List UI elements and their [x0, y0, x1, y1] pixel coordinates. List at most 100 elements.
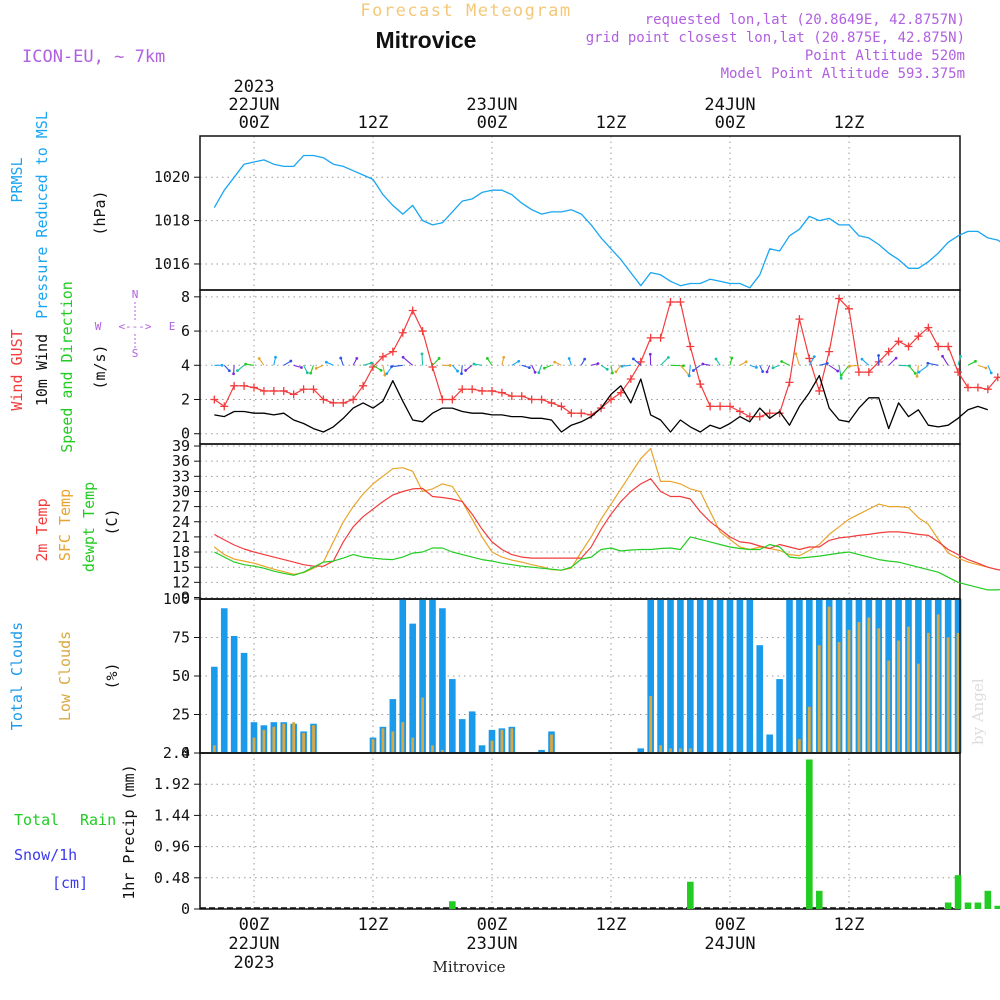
wind-unit: (m/s) [91, 344, 109, 389]
low-cloud-bar [837, 642, 841, 753]
wind-vector-head [274, 355, 277, 359]
wind-vector-head [648, 352, 652, 356]
wind-vector-head [894, 356, 898, 360]
total-cloud-bar [449, 679, 456, 753]
y-tick-label: 33 [172, 467, 190, 485]
wind-vector-head [244, 362, 248, 366]
wind10m-legend: 10m Wind [33, 334, 51, 406]
low-cloud-bar [669, 748, 672, 753]
gust-marker [924, 323, 933, 332]
precip-bar [994, 905, 1000, 909]
compass-arrows: <---> [118, 320, 151, 333]
gust-marker [240, 381, 249, 390]
total-cloud-bar [419, 599, 426, 753]
top-hour-label: 00Z [715, 113, 746, 133]
model-label: ICON-EU, ~ 7km [22, 47, 165, 67]
low-cloud-bar [262, 729, 266, 753]
low-clouds-legend: Low Clouds [56, 631, 74, 721]
gust-marker [250, 383, 258, 392]
gust-marker [438, 395, 447, 404]
temp2m-legend: 2m Temp [33, 498, 51, 561]
total-cloud-bar [240, 652, 248, 753]
y-tick-label: 4 [181, 356, 190, 374]
gust-marker [745, 412, 754, 421]
total-cloud-bar [429, 599, 436, 753]
wind-vector [916, 365, 919, 377]
clouds-unit: (%) [103, 662, 121, 689]
low-cloud-bar [857, 622, 861, 753]
low-cloud-bar [272, 726, 276, 753]
gust-marker [279, 386, 288, 395]
sfc-temp-line [213, 447, 1000, 575]
bottom-date-label: 23JUN [466, 934, 517, 954]
wind-panel: 0 2 4 6 8 [181, 288, 1000, 445]
gust-marker [954, 368, 963, 377]
low-cloud-bar [926, 632, 930, 753]
gust-marker [626, 374, 635, 383]
wind-vector-head [257, 357, 261, 360]
gust-marker [448, 395, 457, 404]
pressure-title-short: PRMSL [8, 157, 26, 202]
gust-marker [428, 363, 437, 371]
gust-marker [567, 409, 576, 418]
gust-marker [656, 333, 665, 342]
gust-marker [964, 383, 972, 392]
wind-vector-head [915, 374, 919, 378]
wind-vector-head [305, 371, 309, 375]
gust-marker [983, 385, 992, 394]
low-cloud-bar [679, 748, 682, 753]
total-cloud-bar [716, 599, 724, 753]
gust-marker [686, 342, 695, 351]
gust-marker [755, 412, 764, 421]
gust-marker [577, 409, 586, 418]
wind-vector-head [701, 362, 705, 366]
gust-marker [458, 385, 467, 394]
y-tick-label: 50 [172, 667, 190, 685]
wind-vector-head [974, 359, 977, 363]
y-tick-label: 21 [172, 528, 190, 546]
wind-vector-head [236, 369, 239, 373]
wind-vector [808, 356, 815, 366]
y-tick-label: 0 [181, 425, 190, 443]
wind-vector [927, 362, 939, 366]
total-cloud-bar [696, 599, 704, 753]
total-cloud-bar [736, 599, 744, 753]
temp-unit: (C) [103, 508, 121, 535]
bottom-year-label: 2023 [234, 953, 275, 973]
wind-vector-head [390, 365, 393, 369]
low-cloud-bar [847, 629, 851, 753]
y-tick-label: 2.4 [163, 744, 190, 762]
gust-marker [269, 386, 278, 395]
y-tick-label: 24 [172, 513, 190, 531]
precip-bar [954, 875, 962, 909]
total-cloud-bar [796, 599, 803, 753]
gust-marker [478, 386, 487, 395]
total-cloud-bar [538, 749, 545, 753]
total-cloud-bar [726, 599, 734, 753]
wind-vector-head [355, 357, 359, 360]
wind-vector [795, 353, 800, 366]
low-cloud-bar [401, 722, 405, 753]
y-tick-label: 0 [181, 744, 190, 762]
y-tick-label: 30 [172, 482, 190, 500]
total-clouds-legend: Total Clouds [8, 622, 26, 730]
wind-vector-head [877, 354, 880, 357]
wind-vector [977, 364, 987, 369]
total-cloud-bar [458, 719, 466, 753]
wind-vector [402, 356, 414, 366]
precip-bar [984, 890, 992, 909]
total-cloud-bar [211, 666, 218, 753]
wind-vector-head [610, 371, 614, 375]
total-cloud-bar [468, 711, 476, 753]
gust-marker [329, 398, 338, 407]
sfc-temp-legend: SFC Temp [56, 489, 74, 561]
footer-location: Mitrovice [433, 958, 506, 976]
rain-legend: Rain [80, 811, 116, 829]
wind-vector-head [620, 364, 624, 368]
low-cloud-bar [946, 637, 950, 753]
y-tick-label: 8 [181, 288, 190, 306]
total-cloud-bar [746, 599, 754, 753]
gust-marker [220, 402, 229, 411]
gust-marker [696, 380, 705, 389]
top-hour-label: 00Z [477, 113, 508, 133]
